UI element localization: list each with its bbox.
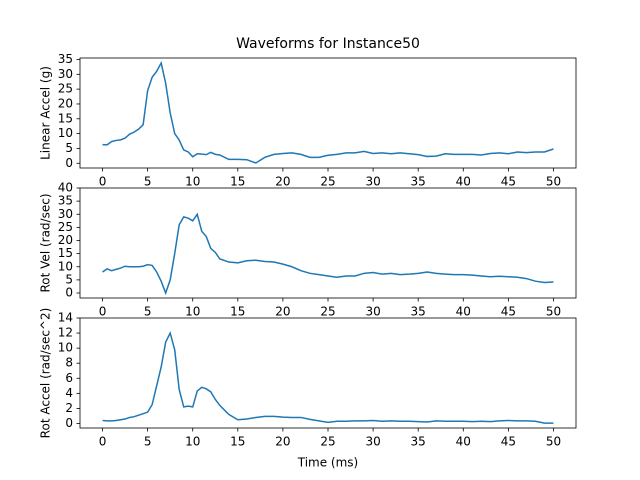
- y-tick-label: 0: [65, 286, 73, 300]
- x-tick-label: 40: [456, 305, 471, 319]
- y-tick-label: 20: [58, 96, 73, 110]
- x-tick-label: 10: [185, 175, 200, 189]
- y-tick-label: 10: [58, 341, 73, 355]
- x-tick-label: 15: [230, 305, 245, 319]
- y-tick-label: 15: [58, 246, 73, 260]
- y-tick-label: 0: [65, 416, 73, 430]
- x-tick-label: 35: [411, 435, 426, 449]
- x-tick-label: 5: [144, 305, 152, 319]
- y-tick-label: 5: [65, 141, 73, 155]
- y-tick-label: 30: [58, 67, 73, 81]
- x-tick-label: 50: [546, 435, 561, 449]
- chart-title: Waveforms for Instance50: [236, 36, 420, 52]
- x-tick-label: 30: [365, 305, 380, 319]
- y-tick-label: 5: [65, 272, 73, 286]
- x-tick-label: 50: [546, 305, 561, 319]
- x-tick-label: 10: [185, 435, 200, 449]
- x-tick-label: 35: [411, 305, 426, 319]
- y-tick-label: 30: [58, 207, 73, 221]
- x-tick-label: 20: [275, 305, 290, 319]
- x-tick-label: 0: [99, 305, 107, 319]
- y-tick-label: 6: [65, 371, 73, 385]
- data-line: [102, 212, 554, 296]
- x-tick-label: 45: [501, 175, 516, 189]
- x-tick-label: 50: [546, 175, 561, 189]
- y-tick-label: 25: [58, 82, 73, 96]
- y-tick-label: 35: [58, 52, 73, 66]
- x-tick-label: 30: [365, 435, 380, 449]
- x-tick-label: 15: [230, 435, 245, 449]
- data-line: [102, 60, 554, 164]
- y-tick-label: 15: [58, 111, 73, 125]
- axes-frame: [79, 187, 577, 299]
- x-tick-label: 10: [185, 305, 200, 319]
- x-axis-label: Time (ms): [297, 456, 359, 470]
- x-tick-label: 25: [320, 435, 335, 449]
- y-tick-label: 8: [65, 356, 73, 370]
- y-tick-label: 35: [58, 194, 73, 208]
- y-tick-label: 4: [65, 386, 73, 400]
- axes-frame: [79, 317, 577, 429]
- x-tick-label: 20: [275, 435, 290, 449]
- y-tick-label: 14: [58, 311, 73, 325]
- x-tick-label: 5: [144, 175, 152, 189]
- y-tick-label: 2: [65, 401, 73, 415]
- x-tick-label: 40: [456, 435, 471, 449]
- x-tick-label: 15: [230, 175, 245, 189]
- y-tick-label: 12: [58, 326, 73, 340]
- y-tick-label: 25: [58, 220, 73, 234]
- axes-frame: [79, 57, 577, 169]
- x-tick-label: 25: [320, 175, 335, 189]
- x-tick-label: 0: [99, 435, 107, 449]
- x-tick-label: 20: [275, 175, 290, 189]
- y-tick-label: 10: [58, 259, 73, 273]
- y-tick-label: 10: [58, 126, 73, 140]
- x-tick-label: 40: [456, 175, 471, 189]
- y-tick-label: 40: [58, 181, 73, 195]
- y-tick-label: 0: [65, 156, 73, 170]
- x-tick-label: 5: [144, 435, 152, 449]
- y-axis-label: Rot Vel (rad/sec): [39, 193, 53, 292]
- y-axis-label: Linear Accel (g): [39, 66, 53, 160]
- data-line: [102, 330, 554, 424]
- y-tick-label: 20: [58, 233, 73, 247]
- x-tick-label: 25: [320, 305, 335, 319]
- x-tick-label: 45: [501, 435, 516, 449]
- x-tick-label: 30: [365, 175, 380, 189]
- x-tick-label: 45: [501, 305, 516, 319]
- x-tick-label: 35: [411, 175, 426, 189]
- y-axis-label: Rot Accel (rad/sec^2): [39, 308, 53, 439]
- x-tick-label: 0: [99, 175, 107, 189]
